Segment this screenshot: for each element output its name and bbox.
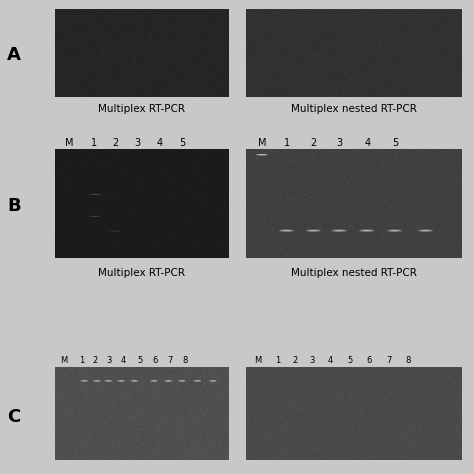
Text: M: M xyxy=(60,356,68,365)
Text: 6: 6 xyxy=(152,356,157,365)
Text: B: B xyxy=(7,197,21,215)
Text: 4: 4 xyxy=(328,356,333,365)
Text: Multiplex RT-PCR: Multiplex RT-PCR xyxy=(98,104,184,114)
Text: 6: 6 xyxy=(367,356,372,365)
Text: 3: 3 xyxy=(135,138,141,148)
Text: A: A xyxy=(7,46,21,64)
Text: C: C xyxy=(7,408,20,426)
Text: 5: 5 xyxy=(180,138,186,148)
Text: 4: 4 xyxy=(364,138,370,148)
Text: 8: 8 xyxy=(406,356,411,365)
Text: 5: 5 xyxy=(347,356,353,365)
Text: 3: 3 xyxy=(336,138,342,148)
Text: 4: 4 xyxy=(157,138,163,148)
Text: 4: 4 xyxy=(120,356,126,365)
Text: 3: 3 xyxy=(310,356,315,365)
Text: Multiplex nested RT-PCR: Multiplex nested RT-PCR xyxy=(292,104,417,114)
Text: 1: 1 xyxy=(91,138,97,148)
Text: M: M xyxy=(65,138,73,148)
Text: 3: 3 xyxy=(106,356,112,365)
Text: 2: 2 xyxy=(112,138,118,148)
Text: 8: 8 xyxy=(182,356,188,365)
Text: Multiplex nested RT-PCR: Multiplex nested RT-PCR xyxy=(292,268,417,279)
Text: Multiplex RT-PCR: Multiplex RT-PCR xyxy=(98,268,184,279)
Text: 5: 5 xyxy=(137,356,143,365)
Text: 7: 7 xyxy=(167,356,172,365)
Text: 1: 1 xyxy=(284,138,291,148)
Text: 7: 7 xyxy=(386,356,392,365)
Text: 1: 1 xyxy=(79,356,84,365)
Text: 2: 2 xyxy=(310,138,317,148)
Text: M: M xyxy=(258,138,267,148)
Text: 1: 1 xyxy=(275,356,281,365)
Text: M: M xyxy=(254,356,261,365)
Text: 2: 2 xyxy=(92,356,98,365)
Text: 2: 2 xyxy=(292,356,298,365)
Text: 5: 5 xyxy=(392,138,399,148)
